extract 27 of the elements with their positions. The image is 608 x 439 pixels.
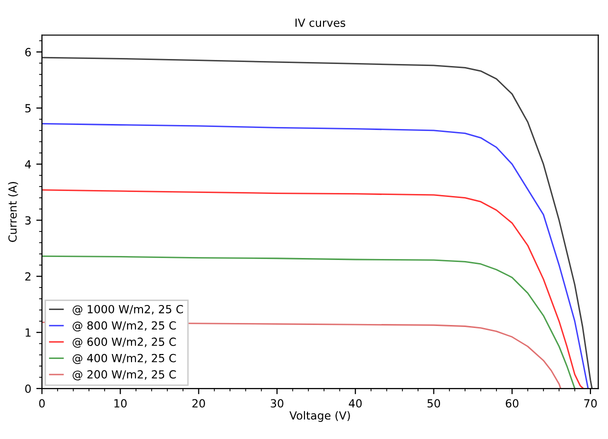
x-tick-label: 20 [192, 399, 205, 408]
x-tick-label: 0 [39, 399, 45, 408]
legend-label: @ 1000 W/m2, 25 C [72, 304, 183, 316]
x-tick-label: 10 [114, 399, 127, 408]
line-series [42, 189, 584, 389]
legend-label: @ 400 W/m2, 25 C [72, 354, 176, 364]
legend-label: @ 600 W/m2, 25 C [72, 338, 176, 348]
x-tick-label: 60 [506, 399, 518, 408]
line-series [42, 56, 593, 389]
x-tick-label: 30 [270, 399, 284, 408]
legend-label: @ 800 W/m2, 25 C [72, 321, 176, 332]
x-tick-label: 40 [348, 399, 362, 408]
chart-title: IV curves [296, 18, 346, 27]
y-tick-label: 3 [25, 216, 31, 225]
y-tick-label: 5 [25, 104, 31, 112]
y-tick-label: 1 [26, 328, 31, 337]
y-tick-label: 0 [25, 384, 31, 393]
y-axis-title: Current (A) [8, 182, 18, 242]
x-axis-title: Voltage (V) [289, 411, 350, 422]
line-series [42, 123, 589, 389]
x-tick-label: 70 [584, 399, 597, 408]
y-tick-label: 2 [25, 272, 30, 281]
x-tick-label: 50 [428, 399, 440, 408]
line-series [42, 255, 576, 389]
y-tick-label: 4 [25, 160, 31, 168]
y-tick-label: 6 [25, 48, 31, 56]
legend-label: @ 200 W/m2, 25 C [72, 370, 176, 380]
